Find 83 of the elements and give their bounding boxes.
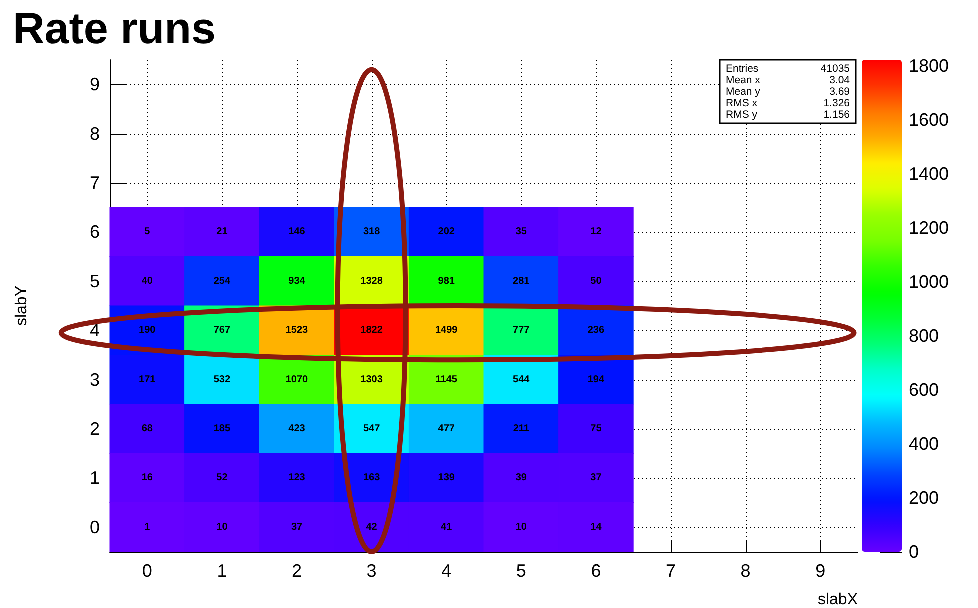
data-label: 934 <box>288 276 306 287</box>
y-tick-label: 9 <box>90 74 100 95</box>
data-label: 185 <box>214 424 231 434</box>
data-label: 532 <box>214 374 231 386</box>
data-label: 41 <box>441 522 453 533</box>
data-label: 40 <box>142 276 154 287</box>
data-label: 1070 <box>286 374 309 386</box>
data-label: 981 <box>438 276 456 287</box>
data-label: 254 <box>214 276 231 287</box>
data-label: 477 <box>438 424 456 434</box>
data-label: 21 <box>216 226 228 238</box>
x-tick-label: 9 <box>816 561 826 581</box>
color-bar-label: 600 <box>909 380 940 400</box>
data-label: 12 <box>590 226 602 238</box>
data-label: 123 <box>288 472 306 484</box>
data-label: 1523 <box>286 325 309 336</box>
color-bar-label: 1200 <box>909 218 950 238</box>
data-label: 39 <box>516 472 528 484</box>
data-label: 1 <box>144 522 151 533</box>
data-label: 202 <box>438 226 456 238</box>
data-label: 318 <box>363 226 381 238</box>
chart-title: Rate runs <box>13 4 216 54</box>
data-label: 194 <box>588 374 605 386</box>
data-label: 423 <box>288 424 306 434</box>
color-bar-label: 1400 <box>909 164 950 184</box>
data-label: 37 <box>590 472 602 484</box>
data-label: 10 <box>516 522 528 533</box>
data-label: 777 <box>513 325 530 336</box>
color-bar-label: 0 <box>909 542 920 562</box>
color-bar-label: 1800 <box>909 56 950 76</box>
x-tick-label: 4 <box>442 561 452 581</box>
data-label: 281 <box>513 276 530 287</box>
data-label: 50 <box>590 276 602 287</box>
data-label: 1328 <box>360 276 384 287</box>
data-label: 1822 <box>360 325 384 336</box>
x-tick-label: 2 <box>292 561 302 581</box>
color-bar-label: 1600 <box>909 110 950 130</box>
data-label: 10 <box>216 522 228 533</box>
color-bar-label: 1000 <box>909 272 950 292</box>
data-label: 1303 <box>360 374 384 386</box>
x-tick-label: 7 <box>666 561 676 581</box>
data-label: 1499 <box>435 325 458 336</box>
y-tick-label: 5 <box>90 271 100 292</box>
x-tick-label: 5 <box>516 561 526 581</box>
x-tick-label: 0 <box>142 561 152 581</box>
color-bar-label: 800 <box>909 326 940 346</box>
data-label: 211 <box>513 424 530 434</box>
statistics-box: Entries 41035 Mean x 3.04 Mean y 3.69 RMS x 1.326 RMS y 1.156 <box>719 59 857 124</box>
data-label: 139 <box>438 472 456 484</box>
data-label: 146 <box>288 226 306 238</box>
x-axis-title: slabX <box>818 592 858 608</box>
data-label: 767 <box>214 325 231 336</box>
data-label: 1145 <box>436 374 458 386</box>
data-label: 52 <box>216 472 228 484</box>
y-tick-label: 8 <box>90 124 100 144</box>
color-bar-label: 200 <box>909 488 940 508</box>
x-tick-label: 6 <box>591 561 602 581</box>
y-tick-label: 6 <box>90 222 100 242</box>
y-tick-label: 3 <box>90 370 100 390</box>
x-tick-label: 8 <box>740 561 751 581</box>
data-label: 14 <box>590 522 602 533</box>
data-label: 42 <box>366 522 378 533</box>
y-tick-label: 1 <box>90 468 100 488</box>
data-label: 190 <box>139 325 156 336</box>
x-tick-label: 3 <box>366 561 377 581</box>
color-bar-label: 400 <box>909 434 940 454</box>
data-label: 171 <box>139 374 156 386</box>
data-label: 5 <box>144 226 151 238</box>
y-tick-label: 0 <box>90 517 100 538</box>
data-label: 547 <box>363 424 381 434</box>
y-axis-title: slabY <box>14 286 30 326</box>
y-tick-label: 4 <box>90 320 100 341</box>
data-label: 35 <box>516 226 528 238</box>
data-label: 68 <box>142 424 154 434</box>
data-label: 163 <box>363 472 381 484</box>
y-tick-label: 2 <box>90 419 100 439</box>
data-label: 544 <box>513 374 530 386</box>
y-tick-label: 7 <box>90 173 100 193</box>
data-label: 236 <box>588 325 605 336</box>
data-label: 37 <box>291 522 303 533</box>
data-label: 16 <box>142 472 154 484</box>
data-label: 75 <box>590 424 602 434</box>
x-tick-label: 1 <box>217 561 228 581</box>
